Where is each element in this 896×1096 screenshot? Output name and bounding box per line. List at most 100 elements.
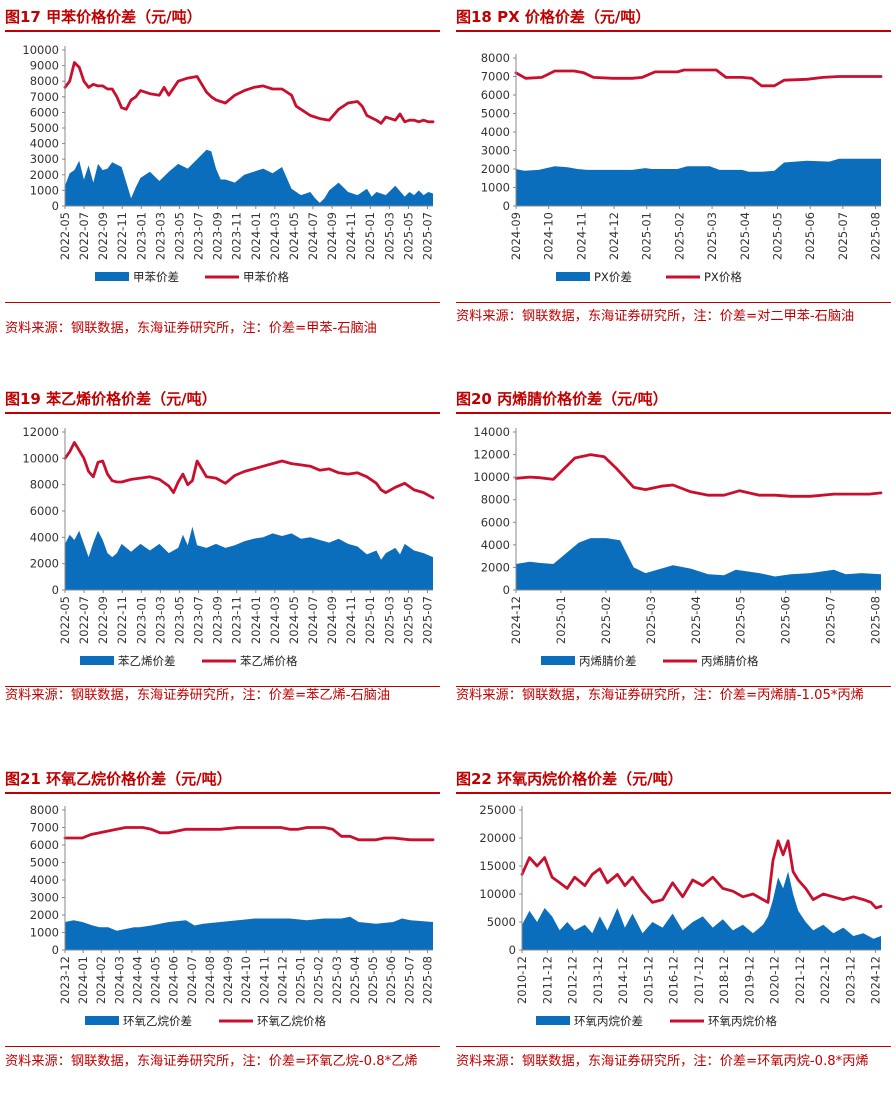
y-tick-label: 0 xyxy=(509,943,516,957)
price-line xyxy=(63,826,435,842)
y-tick-label: 2000 xyxy=(481,560,510,574)
x-tick-label: 2023-05 xyxy=(172,212,186,260)
x-tick-label: 2023-03 xyxy=(153,212,167,260)
x-tick-label: 2024-04 xyxy=(130,956,144,1004)
chart-svg: 0 1000 2000 3000 4000 5000 6000 7000 8000 2023-12… xyxy=(30,803,435,1028)
x-tick-label: 2025-03 xyxy=(382,212,396,260)
source-rule xyxy=(456,686,891,687)
y-tick-label: 15000 xyxy=(479,859,516,873)
x-tick-label: 2011-12 xyxy=(540,956,554,1004)
x-tick-label: 2013-12 xyxy=(591,956,605,1004)
y-tick-label: 4000 xyxy=(30,873,59,887)
title-rule xyxy=(5,30,440,32)
x-tick-label: 2025-01 xyxy=(363,596,377,644)
x-tick-label: 2023-09 xyxy=(211,212,225,260)
y-tick-label: 7000 xyxy=(30,821,59,835)
x-tick-label: 2025-05 xyxy=(401,212,415,260)
x-tick-label: 2024-08 xyxy=(203,956,217,1004)
price-line xyxy=(514,453,883,498)
legend-area-label: 环氧乙烷价差 xyxy=(123,1014,192,1028)
x-tick-label: 2025-06 xyxy=(779,596,793,644)
legend-line-label: 甲苯价格 xyxy=(243,270,289,284)
x-tick-label: 2023-09 xyxy=(211,596,225,644)
y-tick-label: 8000 xyxy=(481,51,510,65)
y-tick-label: 4000 xyxy=(30,530,59,544)
x-tick-label: 2025-03 xyxy=(705,212,719,260)
y-tick-label: 10000 xyxy=(22,43,59,57)
x-tick-label: 2024-09 xyxy=(509,212,523,260)
x-tick-label: 2022-09 xyxy=(96,212,110,260)
chart-panel-17: 图17 甲苯价格价差（元/吨） 0 1000 2000 3000 4000 5000 600… xyxy=(5,0,440,360)
x-tick-label: 2024-11 xyxy=(344,596,358,644)
y-tick-label: 5000 xyxy=(30,856,59,870)
spread-area xyxy=(65,916,433,950)
title-rule xyxy=(5,412,440,414)
x-tick-label: 2023-11 xyxy=(230,212,244,260)
y-tick-label: 10000 xyxy=(479,887,516,901)
y-tick-label: 12000 xyxy=(473,448,510,462)
x-tick-label: 2025-07 xyxy=(836,212,850,260)
y-tick-label: 6000 xyxy=(481,515,510,529)
x-tick-label: 2023-12 xyxy=(58,956,72,1004)
chart-svg: 0 2000 4000 6000 8000 10000 12000 2022-05 2022-0… xyxy=(22,425,435,668)
legend-area-swatch xyxy=(85,1016,119,1025)
legend-area-label: 苯乙烯价差 xyxy=(118,654,176,668)
y-tick-label: 9000 xyxy=(30,59,59,73)
x-tick-label: 2024-12 xyxy=(509,596,523,644)
source-note: 资料来源：钢联数据，东海证券研究所，注：价差=环氧丙烷-0.8*丙烯 xyxy=(456,1054,869,1069)
x-tick-label: 2023-07 xyxy=(192,596,206,644)
legend-area-swatch xyxy=(556,272,590,281)
legend-area-swatch xyxy=(95,272,129,281)
price-line xyxy=(63,441,435,500)
y-tick-label: 0 xyxy=(503,583,510,597)
y-tick-label: 6000 xyxy=(481,88,510,102)
x-tick-label: 2022-11 xyxy=(115,596,129,644)
legend-line-label: 环氧丙烷价格 xyxy=(708,1014,777,1028)
y-tick-label: 0 xyxy=(52,199,59,213)
x-tick-label: 2024-03 xyxy=(112,956,126,1004)
x-tick-label: 2025-04 xyxy=(348,956,362,1004)
x-tick-label: 2021-12 xyxy=(793,956,807,1004)
x-tick-label: 2025-03 xyxy=(382,596,396,644)
y-tick-label: 1000 xyxy=(30,183,59,197)
x-tick-label: 2025-04 xyxy=(738,212,752,260)
legend-line-label: 丙烯腈价格 xyxy=(701,654,759,668)
x-tick-label: 2024-05 xyxy=(287,596,301,644)
x-tick-label: 2025-05 xyxy=(770,212,784,260)
legend-area-label: 环氧丙烷价差 xyxy=(574,1014,643,1028)
chart-panel-22: 图22 环氧丙烷价格价差（元/吨） 0 5000 10000 15000 20000 25… xyxy=(456,764,891,1096)
legend-area-swatch xyxy=(541,656,575,665)
y-tick-label: 0 xyxy=(52,583,59,597)
source-rule xyxy=(5,302,440,303)
chart-panel-19: 图19 苯乙烯价格价差（元/吨） 0 2000 4000 6000 8000 10000 1… xyxy=(5,384,440,744)
x-tick-label: 2023-03 xyxy=(153,596,167,644)
x-tick-label: 2024-07 xyxy=(306,212,320,260)
x-tick-label: 2024-09 xyxy=(325,596,339,644)
spread-area xyxy=(65,526,433,590)
x-tick-label: 2025-08 xyxy=(869,212,883,260)
x-tick-label: 2025-08 xyxy=(420,956,434,1004)
title-rule xyxy=(456,30,891,32)
y-tick-label: 8000 xyxy=(30,74,59,88)
x-tick-label: 2025-05 xyxy=(401,596,415,644)
x-tick-label: 2023-12 xyxy=(843,956,857,1004)
y-tick-label: 1000 xyxy=(481,181,510,195)
y-tick-label: 14000 xyxy=(473,425,510,439)
x-tick-label: 2024-07 xyxy=(185,956,199,1004)
legend-area-label: PX价差 xyxy=(594,270,632,284)
x-tick-label: 2025-07 xyxy=(420,212,434,260)
x-tick-label: 2024-12 xyxy=(607,212,621,260)
y-tick-label: 12000 xyxy=(22,425,59,439)
x-tick-label: 2024-01 xyxy=(249,212,263,260)
spread-area xyxy=(522,871,881,950)
x-tick-label: 2025-08 xyxy=(869,596,883,644)
y-tick-label: 4000 xyxy=(481,538,510,552)
y-tick-label: 8000 xyxy=(30,478,59,492)
y-tick-label: 10000 xyxy=(473,470,510,484)
x-tick-label: 2024-03 xyxy=(268,596,282,644)
spread-area xyxy=(516,158,881,206)
x-tick-label: 2016-12 xyxy=(667,956,681,1004)
x-tick-label: 2024-02 xyxy=(94,956,108,1004)
x-tick-label: 2025-01 xyxy=(554,596,568,644)
